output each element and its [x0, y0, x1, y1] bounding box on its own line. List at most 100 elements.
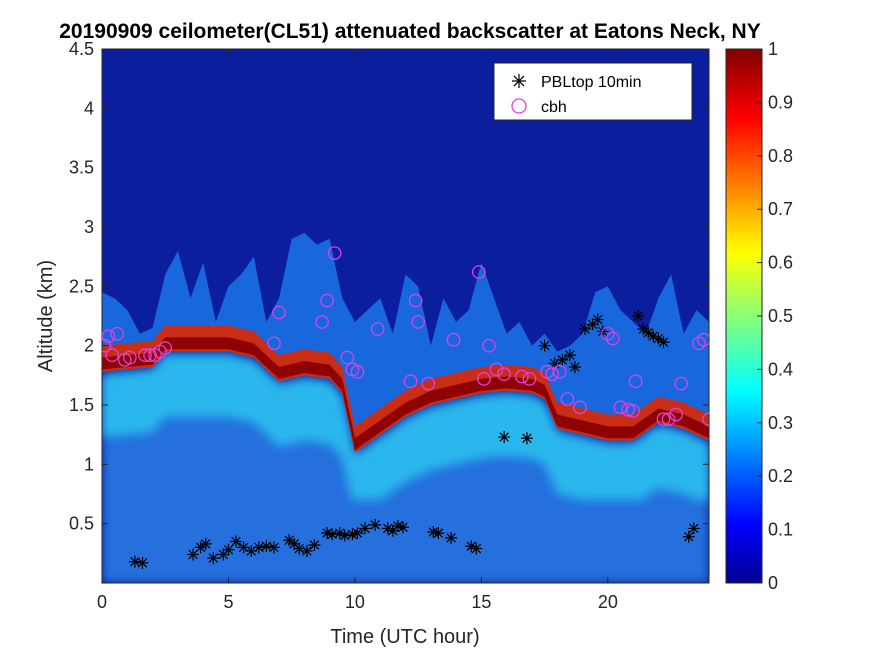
- pbltop-point: [381, 522, 394, 535]
- pbltop-point: [338, 529, 351, 542]
- cbh-point: [661, 412, 676, 427]
- cbh-point: [421, 376, 436, 391]
- cbh-point: [573, 400, 587, 415]
- pbltop-point: [351, 527, 364, 540]
- colorbar-tick-label: 0.2: [768, 466, 793, 486]
- cbh-point: [411, 315, 425, 329]
- pbltop-point: [470, 542, 483, 555]
- cbh-point: [482, 338, 496, 353]
- pbltop-point: [369, 518, 382, 531]
- cbh-point: [122, 350, 137, 365]
- y-tick-label: 4: [84, 98, 94, 118]
- cbh-point: [327, 246, 342, 260]
- cbh-point: [267, 336, 281, 351]
- pbltop-point: [427, 525, 440, 538]
- pbltop-point: [548, 357, 561, 370]
- x-tick-label: 5: [223, 592, 233, 612]
- y-tick-label: 4.5: [69, 39, 94, 59]
- pbltop-point: [632, 310, 645, 322]
- pbltop-point: [682, 530, 695, 543]
- pbltop-point: [333, 527, 346, 540]
- cbh-point: [320, 293, 334, 308]
- pbltop-point: [346, 528, 359, 541]
- y-axis: 0.5 1 1.5 2 2.5 3 3.5 4 4.5: [69, 39, 709, 534]
- pbltop-point: [396, 521, 409, 534]
- pbltop-point: [260, 540, 273, 553]
- colorbar-tick-label: 0.8: [768, 146, 793, 166]
- cbh-point: [408, 293, 423, 308]
- cbh-point: [477, 372, 491, 386]
- chart-title: 20190909 ceilometer(CL51) attenuated bac…: [59, 20, 760, 43]
- pbltop-point: [245, 544, 258, 557]
- y-tick-label: 3: [84, 217, 94, 237]
- y-tick-label: 2: [84, 336, 94, 356]
- cbh-point: [105, 348, 119, 363]
- colorbar-tick-label: 0.1: [768, 520, 793, 540]
- cbh-point: [514, 369, 529, 384]
- y-tick-label: 3.5: [69, 158, 94, 178]
- pbltop-point: [556, 353, 569, 366]
- colorbar-tick-label: 0.6: [768, 253, 793, 273]
- cbh-point: [669, 407, 683, 422]
- pbltop-point: [687, 522, 700, 535]
- x-tick-label: 20: [598, 592, 618, 612]
- pbltop-point: [222, 543, 235, 556]
- cbh-point: [158, 341, 173, 355]
- pbltop-point: [637, 323, 650, 336]
- cbh-point: [489, 362, 504, 377]
- x-axis: 0 5 10 15 20: [97, 49, 618, 612]
- pbltop-point: [445, 531, 458, 544]
- cbh-point: [403, 374, 418, 389]
- cbh-point: [613, 400, 628, 415]
- y-tick-label: 2.5: [69, 276, 94, 296]
- heatmap-mixing-layer: [102, 232, 709, 453]
- backscatter-heatmap: [102, 49, 709, 583]
- cbh-point: [552, 364, 567, 379]
- pbltop-point: [498, 431, 511, 444]
- pbltop-point: [267, 541, 280, 554]
- pbltop-point: [194, 541, 207, 554]
- x-tick-label: 10: [345, 592, 365, 612]
- y-tick-label: 1.5: [69, 395, 94, 415]
- cbh-point: [446, 332, 461, 347]
- pbltop-point: [642, 326, 655, 339]
- pbltop-point: [230, 535, 243, 548]
- x-axis-label: Time (UTC hour): [330, 626, 479, 648]
- colorbar-tick-label: 0.3: [768, 413, 793, 433]
- cbh-point: [143, 348, 157, 363]
- pbltop-point: [326, 528, 339, 541]
- pbltop-point: [283, 534, 296, 547]
- colorbar-tick-label: 0.5: [768, 306, 793, 326]
- pbltop-point: [237, 541, 250, 554]
- legend: PBLtop 10min cbh: [493, 62, 693, 121]
- cbh-point: [628, 374, 643, 389]
- pbltop-point: [520, 432, 533, 445]
- cbh-point: [621, 402, 635, 417]
- cbh-point: [110, 326, 125, 341]
- y-axis-label: Altitude (km): [35, 260, 57, 372]
- pbltop-point: [432, 527, 445, 540]
- pbltop-point: [300, 544, 313, 557]
- cbh-point: [102, 329, 116, 344]
- cbh-point: [626, 404, 640, 418]
- pbltop-point: [187, 548, 200, 561]
- pbltop-point: [252, 541, 265, 554]
- cbh-point: [471, 265, 486, 279]
- colorbar-tick-label: 0.7: [768, 199, 793, 219]
- pbltop-point: [293, 542, 306, 555]
- pbltop-point: [579, 323, 592, 336]
- pbltop-point: [288, 537, 301, 550]
- cbh-point: [497, 367, 511, 381]
- cbh-point: [315, 315, 329, 329]
- legend-box: [493, 62, 693, 121]
- x-tick-label: 15: [471, 592, 491, 612]
- legend-marker-pbltop: [512, 74, 526, 88]
- y-tick-label: 1: [84, 454, 94, 474]
- pbltop-point: [217, 548, 230, 561]
- colorbar: 0 0.1 0.2 0.3 0.4 0.5 0.6 0.7 0.8 0.9 1: [725, 39, 793, 593]
- colorbar-tick-label: 0: [768, 573, 778, 593]
- pbltop-point: [465, 540, 478, 553]
- pbltop-point: [199, 537, 212, 550]
- pbltop-point: [591, 313, 604, 326]
